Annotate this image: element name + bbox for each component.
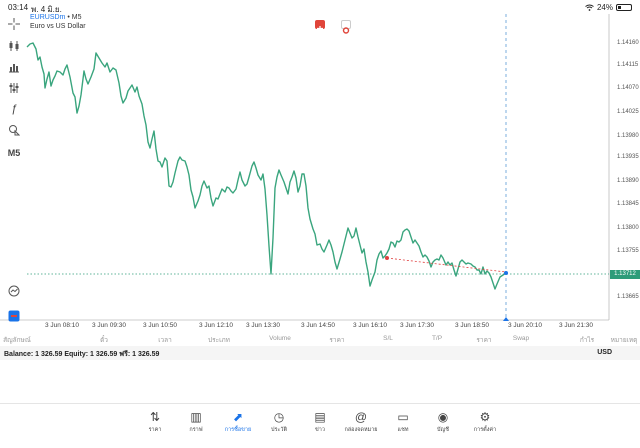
time-axis-label: 3 Jun 13:30: [246, 322, 280, 329]
trade-icon: ⬈: [232, 410, 244, 424]
shapes-tool-icon[interactable]: [6, 123, 22, 137]
indicators-tool-icon[interactable]: [6, 81, 22, 95]
current-price-label: 1.13712: [610, 270, 640, 279]
bars-tool-icon[interactable]: [6, 60, 22, 74]
tab-label: กราฟ: [189, 427, 203, 433]
price-axis-label: 1.13935: [617, 154, 639, 160]
time-axis-label: 3 Jun 10:50: [143, 322, 177, 329]
chart-timeframe: M5: [71, 14, 82, 21]
price-axis-label: 1.13755: [617, 248, 639, 254]
bottom-tab-bar: ⇅ ราคา ▥ กราฟ ⬈ การซื้อขาย ◷ ประวัติ ▤ ข่าว @ กล่อง…: [0, 403, 640, 448]
mailbox-icon: @: [354, 410, 368, 424]
tab-trade[interactable]: ⬈ การซื้อขาย: [220, 410, 256, 434]
tab-label: ราคา: [148, 427, 162, 433]
chart-symbol-line: EURUSDm • M5: [30, 14, 81, 21]
settings-icon: ⚙: [479, 410, 491, 424]
time-axis-label: 3 Jun 14:50: [301, 322, 335, 329]
tab-label: บัญชี: [437, 427, 449, 433]
tab-settings[interactable]: ⚙ การตั้งค่า: [467, 410, 503, 434]
trend-line-start-point: [385, 256, 389, 260]
tab-label: ข่าว: [315, 427, 325, 433]
timeframe-button[interactable]: M5: [7, 148, 21, 158]
trade-panel-icon[interactable]: [315, 20, 325, 31]
status-date: พ. 4 มิ.ย.: [31, 5, 62, 14]
trade-column-header[interactable]: เวลา: [158, 337, 172, 344]
price-axis-label: 1.13665: [617, 294, 639, 300]
time-axis-label: 3 Jun 18:50: [455, 322, 489, 329]
price-axis-label: 1.14160: [617, 40, 639, 46]
price-axis-label: 1.14070: [617, 85, 639, 91]
tab-chart[interactable]: ▥ กราฟ: [178, 410, 214, 434]
chart-icon: ▥: [190, 410, 202, 424]
chat-icon: ▭: [397, 410, 409, 424]
tab-label: ประวัติ: [270, 427, 288, 433]
tab-label: การตั้งค่า: [473, 427, 497, 433]
trade-column-header[interactable]: ประเภท: [208, 337, 230, 344]
battery-icon: [616, 4, 632, 11]
price-line: [26, 42, 507, 290]
trade-column-header[interactable]: S/L: [383, 335, 393, 342]
tab-label: การซื้อขาย: [224, 427, 252, 433]
status-right: 24%: [585, 3, 632, 12]
price-axis-label: 1.13890: [617, 178, 639, 184]
time-axis-label: 3 Jun 09:30: [92, 322, 126, 329]
time-axis-label: 3 Jun 20:10: [508, 322, 542, 329]
trade-column-header[interactable]: สัญลักษณ์: [3, 337, 31, 344]
trade-column-header[interactable]: กำไร: [579, 337, 595, 344]
quotes-icon: ⇅: [149, 410, 161, 424]
chart-description: Euro vs US Dollar: [30, 23, 86, 30]
tab-mailbox[interactable]: @ กล่องจดหมาย: [343, 410, 379, 434]
price-chart[interactable]: [0, 0, 640, 333]
trade-column-header[interactable]: T/P: [431, 335, 443, 342]
time-axis-label: 3 Jun 17:30: [400, 322, 434, 329]
time-axis-label: 3 Jun 12:10: [199, 322, 233, 329]
tab-quotes[interactable]: ⇅ ราคา: [137, 410, 173, 434]
tab-account[interactable]: ◉ บัญชี: [425, 410, 461, 434]
chart-symbol: EURUSDm: [30, 14, 66, 21]
history-icon: ◷: [273, 410, 285, 424]
candles-tool-icon[interactable]: [6, 39, 22, 53]
symbol-separator: •: [67, 14, 70, 21]
trade-column-header[interactable]: ราคา: [329, 337, 345, 344]
trade-column-header[interactable]: ตั๋ว: [100, 337, 108, 344]
balance-text: Balance: 1 326.59 Equity: 1 326.59 ฟรี: …: [4, 351, 160, 358]
price-axis-label: 1.14025: [617, 109, 639, 115]
one-click-trading-icon[interactable]: [6, 309, 22, 323]
tab-history[interactable]: ◷ ประวัติ: [261, 410, 297, 434]
trade-column-header[interactable]: ราคา: [476, 337, 492, 344]
time-axis-label: 3 Jun 21:30: [559, 322, 593, 329]
trade-column-header[interactable]: หมายเหตุ: [610, 337, 638, 344]
status-bar: 03:14 พ. 4 มิ.ย. 24%: [0, 0, 640, 14]
tab-label: กล่องจดหมาย: [344, 427, 378, 433]
price-axis-label: 1.13800: [617, 225, 639, 231]
zoom-icon[interactable]: [6, 284, 22, 298]
crosshair-tool-icon[interactable]: [6, 17, 22, 31]
tab-chat[interactable]: ▭ แชท: [385, 410, 421, 434]
time-marker-icon: [503, 317, 509, 321]
function-tool-icon[interactable]: ƒ: [10, 103, 18, 115]
price-axis-label: 1.13845: [617, 201, 639, 207]
trend-line-end-point: [504, 271, 508, 275]
trade-column-headers: สัญลักษณ์ ตั๋ว เวลา ประเภท Volume ราคา S/L T/P ร…: [0, 333, 640, 345]
tab-news[interactable]: ▤ ข่าว: [302, 410, 338, 434]
balance-bar: Balance: 1 326.59 Equity: 1 326.59 ฟรี: …: [0, 346, 640, 360]
price-axis-label: 1.13980: [617, 133, 639, 139]
status-time: 03:14: [8, 3, 29, 12]
wifi-icon: [585, 4, 594, 11]
balance-currency: USD: [597, 349, 612, 356]
time-axis-label: 3 Jun 16:10: [353, 322, 387, 329]
price-axis-label: 1.14115: [617, 62, 639, 68]
indicator-toggle-icon[interactable]: [341, 20, 351, 34]
trade-column-header[interactable]: Swap: [512, 335, 530, 342]
account-icon: ◉: [437, 410, 449, 424]
tab-label: แชท: [397, 427, 409, 433]
battery-percent: 24%: [596, 3, 613, 12]
trade-column-header[interactable]: Volume: [269, 335, 291, 342]
time-axis-label: 3 Jun 08:10: [45, 322, 79, 329]
news-icon: ▤: [314, 410, 326, 424]
